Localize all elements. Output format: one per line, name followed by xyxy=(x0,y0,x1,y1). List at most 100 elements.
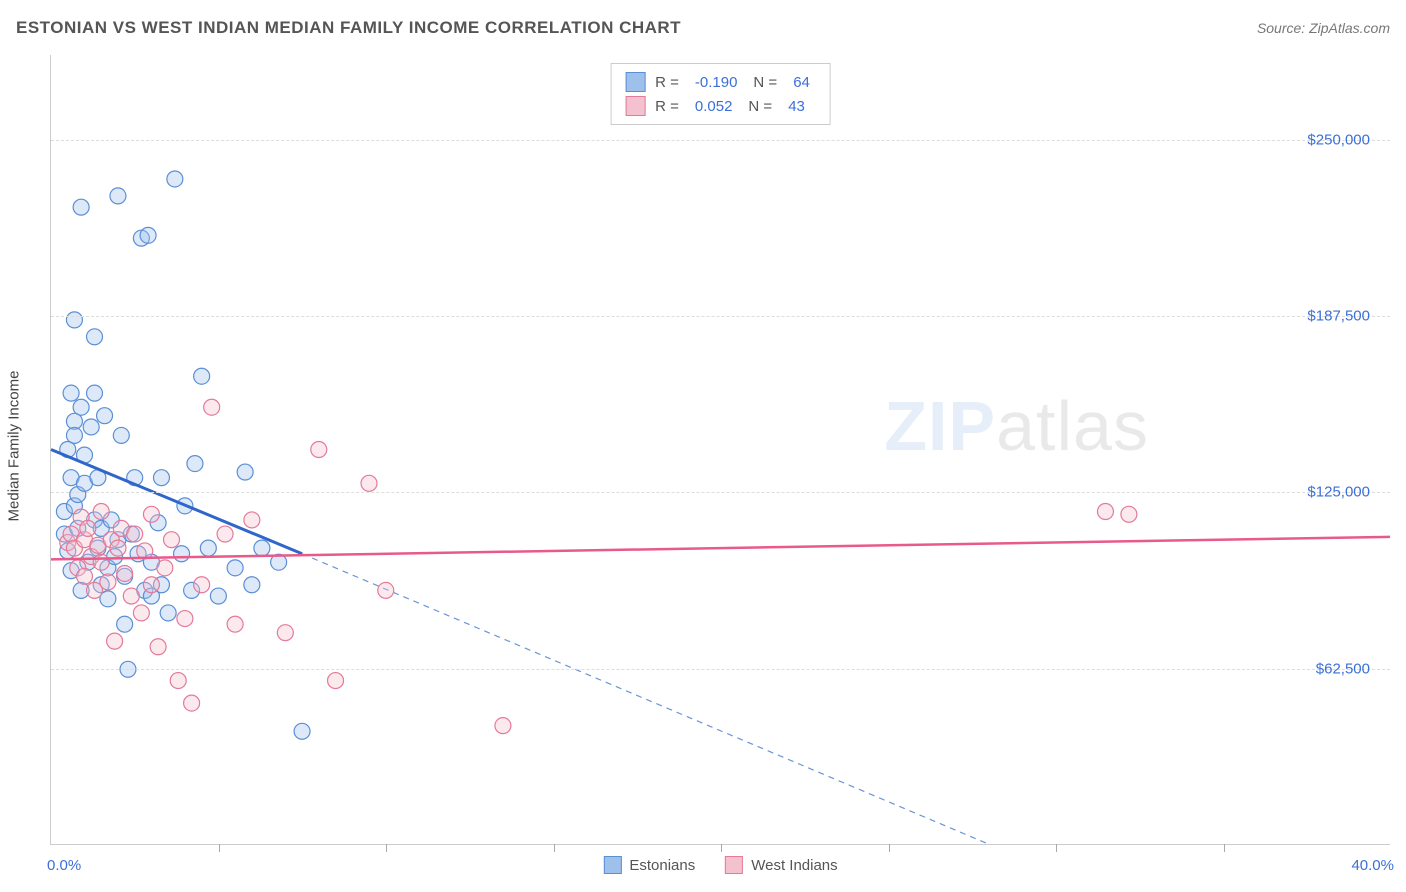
data-point xyxy=(194,368,210,384)
data-point xyxy=(495,718,511,734)
legend-swatch xyxy=(725,856,743,874)
y-tick-label: $62,500 xyxy=(1316,660,1370,677)
data-point xyxy=(194,577,210,593)
series-legend: Estonians West Indians xyxy=(603,856,837,874)
data-point xyxy=(66,312,82,328)
data-point xyxy=(361,475,377,491)
chart-svg xyxy=(51,55,1390,844)
data-point xyxy=(170,673,186,689)
data-point xyxy=(184,695,200,711)
data-point xyxy=(204,399,220,415)
x-tick xyxy=(889,844,890,852)
gridline xyxy=(51,492,1390,493)
legend-label: West Indians xyxy=(751,857,837,874)
data-point xyxy=(160,605,176,621)
series-legend-item: West Indians xyxy=(725,856,837,874)
legend-n-value: 43 xyxy=(782,98,811,115)
data-point xyxy=(107,633,123,649)
data-point xyxy=(378,582,394,598)
legend-label: Estonians xyxy=(629,857,695,874)
data-point xyxy=(153,470,169,486)
y-tick-label: $187,500 xyxy=(1307,307,1370,324)
x-tick xyxy=(721,844,722,852)
data-point xyxy=(127,526,143,542)
data-point xyxy=(328,673,344,689)
x-max-label: 40.0% xyxy=(1351,857,1394,874)
data-point xyxy=(167,171,183,187)
y-axis-title: Median Family Income xyxy=(6,371,23,522)
data-point xyxy=(100,574,116,590)
data-point xyxy=(63,385,79,401)
data-point xyxy=(117,565,133,581)
data-point xyxy=(110,540,126,556)
legend-r-value: 0.052 xyxy=(689,98,739,115)
data-point xyxy=(210,588,226,604)
gridline xyxy=(51,140,1390,141)
trend-line-dashed xyxy=(302,554,988,844)
data-point xyxy=(157,560,173,576)
legend-swatch xyxy=(603,856,621,874)
data-point xyxy=(294,723,310,739)
legend-r-label: R = xyxy=(655,98,679,115)
x-tick xyxy=(386,844,387,852)
data-point xyxy=(227,560,243,576)
data-point xyxy=(227,616,243,632)
data-point xyxy=(254,540,270,556)
data-point xyxy=(140,227,156,243)
data-point xyxy=(87,385,103,401)
data-point xyxy=(187,456,203,472)
chart-source: Source: ZipAtlas.com xyxy=(1257,20,1390,36)
legend-n-label: N = xyxy=(748,98,772,115)
series-legend-item: Estonians xyxy=(603,856,695,874)
data-point xyxy=(177,611,193,627)
trend-line xyxy=(51,537,1390,560)
data-point xyxy=(93,504,109,520)
data-point xyxy=(1097,504,1113,520)
data-point xyxy=(150,639,166,655)
data-point xyxy=(73,199,89,215)
data-point xyxy=(73,399,89,415)
data-point xyxy=(110,188,126,204)
legend-row: R = 0.052 N = 43 xyxy=(625,94,816,118)
legend-r-label: R = xyxy=(655,74,679,91)
legend-n-label: N = xyxy=(753,74,777,91)
y-tick-label: $125,000 xyxy=(1307,484,1370,501)
legend-swatch xyxy=(625,96,645,116)
data-point xyxy=(217,526,233,542)
data-point xyxy=(93,554,109,570)
data-point xyxy=(87,329,103,345)
chart-title: ESTONIAN VS WEST INDIAN MEDIAN FAMILY IN… xyxy=(16,18,681,38)
x-tick xyxy=(219,844,220,852)
data-point xyxy=(174,546,190,562)
legend-swatch xyxy=(625,72,645,92)
data-point xyxy=(117,616,133,632)
data-point xyxy=(133,605,149,621)
gridline xyxy=(51,316,1390,317)
data-point xyxy=(143,506,159,522)
x-tick xyxy=(1056,844,1057,852)
data-point xyxy=(164,532,180,548)
y-tick-label: $250,000 xyxy=(1307,131,1370,148)
data-point xyxy=(143,577,159,593)
legend-r-value: -0.190 xyxy=(689,74,744,91)
data-point xyxy=(244,577,260,593)
data-point xyxy=(83,419,99,435)
data-point xyxy=(200,540,216,556)
data-point xyxy=(80,520,96,536)
chart-header: ESTONIAN VS WEST INDIAN MEDIAN FAMILY IN… xyxy=(16,18,1390,38)
x-tick xyxy=(1224,844,1225,852)
plot-area: ZIPatlas R =-0.190N =64R =0.052N =43 Est… xyxy=(50,55,1390,845)
data-point xyxy=(97,408,113,424)
correlation-legend: R =-0.190N =64R =0.052N =43 xyxy=(610,63,831,125)
data-point xyxy=(66,427,82,443)
legend-n-value: 64 xyxy=(787,74,816,91)
data-point xyxy=(311,442,327,458)
data-point xyxy=(123,588,139,604)
data-point xyxy=(244,512,260,528)
x-tick xyxy=(554,844,555,852)
x-min-label: 0.0% xyxy=(47,857,81,874)
data-point xyxy=(237,464,253,480)
data-point xyxy=(1121,506,1137,522)
data-point xyxy=(113,427,129,443)
data-point xyxy=(76,568,92,584)
